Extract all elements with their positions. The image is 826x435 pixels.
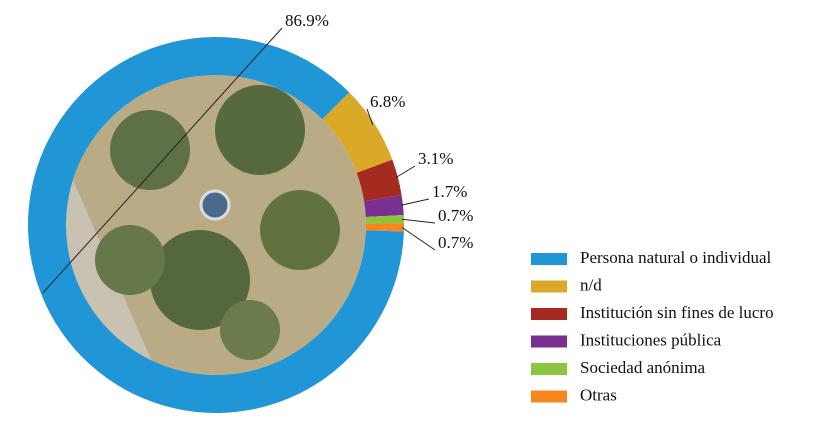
legend-swatch [531,391,567,403]
leader-line [402,219,435,223]
data-label: 0.7% [438,233,473,252]
leader-line [396,166,415,178]
legend-swatch [531,363,567,375]
legend-label: Persona natural o individual [580,248,771,267]
data-label: 0.7% [438,206,473,225]
chart: 86.9% 6.8% 3.1% 1.7% 0.7% 0.7% Persona natural… [0,0,826,435]
data-label: 3.1% [418,149,453,168]
legend-label: n/d [580,275,602,294]
data-label: 1.7% [432,182,467,201]
legend-swatch [531,336,567,348]
legend-label: Instituciones pública [580,330,722,349]
legend-swatch [531,281,567,293]
data-label: 86.9% [285,11,329,30]
legend-swatch [531,253,567,265]
leader-line [402,227,435,250]
legend-label: Institución sin fines de lucro [580,303,774,322]
legend-label: Sociedad anónima [580,358,706,377]
data-label: 6.8% [370,92,405,111]
legend-swatch [531,308,567,320]
legend-label: Otras [580,385,617,404]
leader-line [401,199,429,205]
donut-slice [366,223,404,231]
